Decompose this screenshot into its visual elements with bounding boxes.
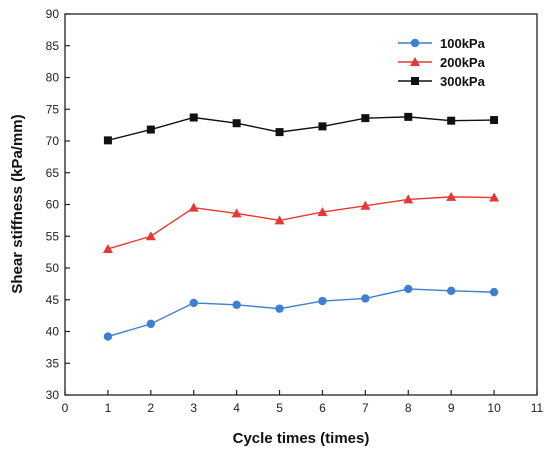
x-tick-label: 4: [233, 401, 240, 415]
legend-label: 200kPa: [440, 55, 486, 70]
y-axis-title: Shear stiffness (kPa/mm): [9, 114, 26, 293]
x-tick-label: 1: [105, 401, 112, 415]
data-point: [188, 202, 199, 212]
legend-marker: [411, 77, 419, 85]
data-point: [103, 136, 112, 145]
series-line: [107, 116, 495, 142]
y-tick-label: 65: [46, 166, 60, 180]
data-point: [446, 191, 457, 201]
series-line: [107, 196, 495, 250]
data-point: [145, 231, 156, 241]
y-tick-label: 55: [46, 229, 60, 243]
series-100kPa: [103, 284, 499, 341]
data-point: [404, 112, 413, 121]
data-point: [189, 298, 198, 308]
y-tick-label: 85: [46, 39, 60, 53]
data-point: [275, 304, 284, 313]
y-tick-label: 75: [46, 102, 60, 116]
series-line: [107, 288, 495, 338]
y-tick-label: 80: [46, 71, 60, 85]
x-tick-label: 6: [319, 401, 326, 415]
data-point: [360, 200, 371, 210]
x-tick-label: 0: [62, 401, 69, 415]
data-point: [103, 332, 113, 341]
legend-label: 100kPa: [440, 36, 486, 51]
data-point: [146, 125, 155, 134]
y-tick-label: 60: [46, 198, 60, 212]
x-tick-label: 9: [448, 401, 455, 415]
data-point: [146, 319, 156, 329]
y-tick-label: 40: [46, 325, 60, 339]
data-point: [232, 119, 241, 128]
y-tick-label: 90: [46, 7, 60, 21]
y-tick-label: 70: [46, 134, 60, 148]
x-tick-label: 8: [405, 401, 412, 415]
data-point: [102, 243, 113, 253]
y-tick-label: 45: [46, 293, 60, 307]
data-point: [318, 122, 327, 131]
data-point: [447, 116, 456, 125]
x-tick-label: 10: [487, 401, 501, 415]
y-tick-label: 30: [46, 388, 60, 402]
data-point: [489, 192, 500, 202]
plot-area-frame: [64, 13, 538, 396]
data-point: [189, 113, 198, 122]
data-point: [317, 207, 328, 217]
y-axis: 30 35 40 45 50 55 60 65 70 75 80 85 90: [46, 7, 70, 402]
series-layer: [102, 112, 500, 341]
data-point: [446, 286, 456, 296]
x-tick-label: 5: [276, 401, 283, 415]
x-tick-label: 2: [147, 401, 154, 415]
data-point: [361, 294, 370, 303]
x-axis-title: Cycle times (times): [233, 430, 370, 447]
data-point: [404, 284, 413, 294]
x-tick-label: 7: [362, 401, 369, 415]
legend-marker: [410, 38, 420, 48]
data-point: [232, 300, 241, 310]
data-point: [361, 114, 370, 123]
x-tick-label: 11: [531, 401, 544, 415]
data-point: [274, 215, 285, 225]
data-point: [231, 208, 242, 218]
data-point: [318, 296, 327, 306]
series-300kPa: [103, 112, 499, 145]
data-point: [489, 287, 499, 297]
y-tick-label: 50: [46, 261, 60, 275]
legend-label: 300kPa: [440, 74, 486, 89]
series-200kPa: [102, 191, 500, 253]
data-point: [403, 194, 414, 204]
y-tick-label: 35: [46, 356, 60, 370]
data-point: [490, 116, 499, 125]
x-axis: 0 1 2 3 4 5 6 7 8 9 10 11: [62, 390, 544, 415]
legend: 100kPa 200kPa 300kPa: [398, 36, 486, 89]
legend-marker: [410, 57, 420, 66]
x-tick-label: 3: [190, 401, 197, 415]
data-point: [275, 128, 284, 137]
